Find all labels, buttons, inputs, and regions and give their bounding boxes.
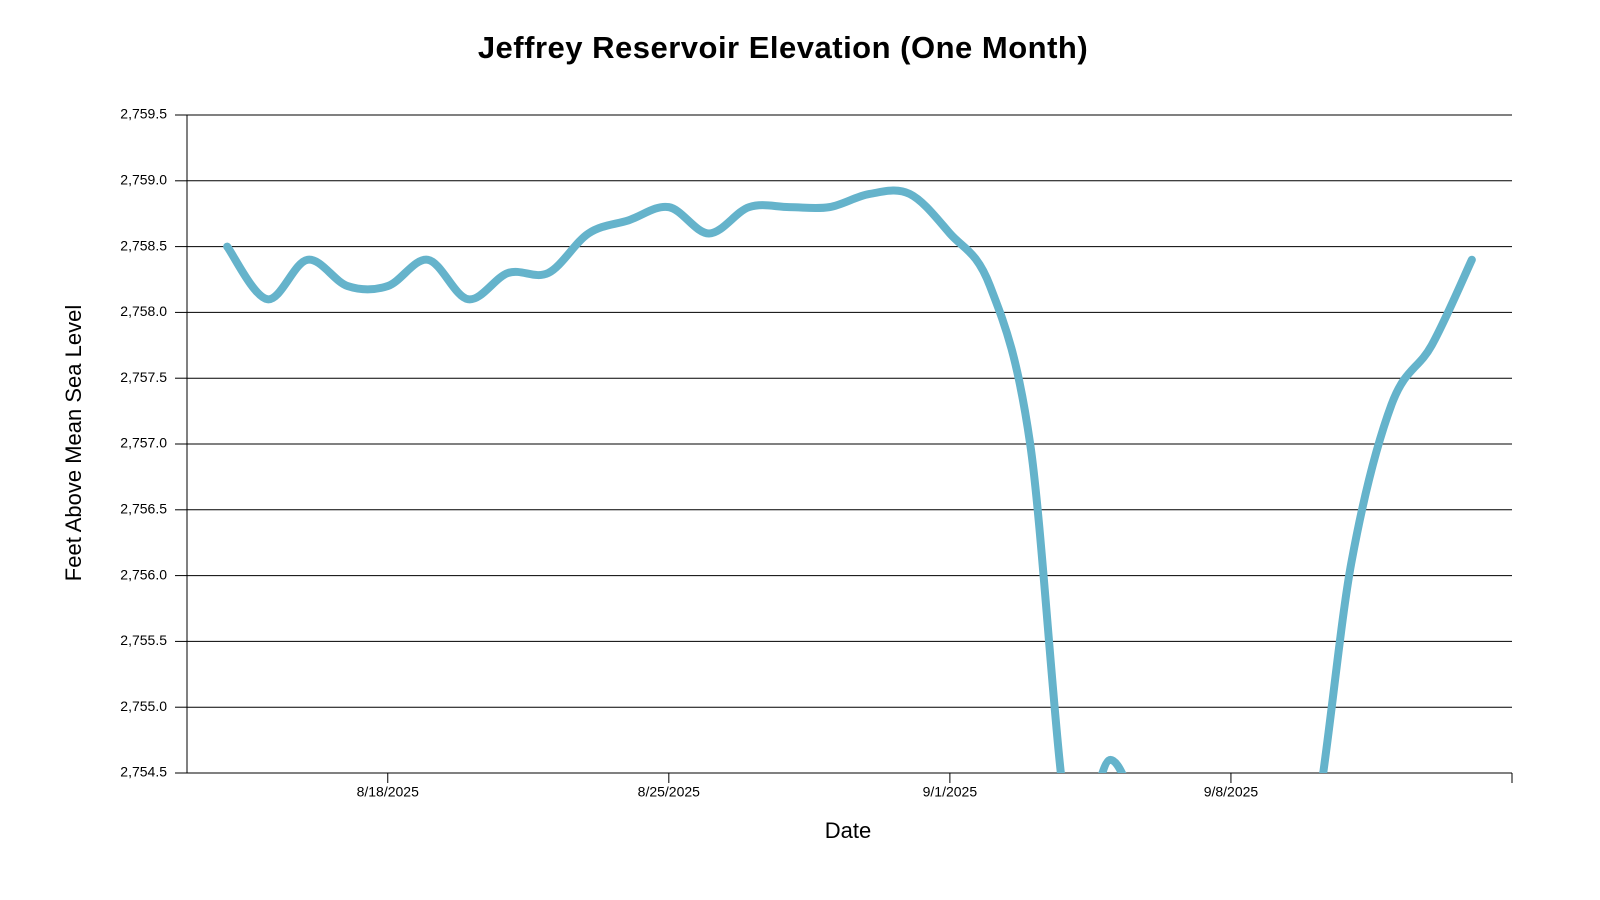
- y-tick-label: 2,755.5: [120, 632, 167, 648]
- y-tick-label: 2,759.5: [120, 106, 167, 122]
- y-tick-label: 2,758.5: [120, 237, 167, 253]
- x-tick-label: 9/1/2025: [923, 784, 978, 800]
- y-tick-label: 2,755.0: [120, 698, 167, 714]
- x-axis-label: Date: [825, 818, 871, 843]
- y-tick-label: 2,757.0: [120, 435, 167, 451]
- chart-title: Jeffrey Reservoir Elevation (One Month): [478, 30, 1088, 65]
- y-tick-label: 2,758.0: [120, 303, 167, 319]
- y-tick-label: 2,757.5: [120, 369, 167, 385]
- x-tick-label: 8/18/2025: [357, 784, 419, 800]
- x-tick-label: 8/25/2025: [638, 784, 700, 800]
- y-tick-label: 2,754.5: [120, 764, 167, 780]
- series-line: [223, 186, 1476, 773]
- x-tick-label: 9/8/2025: [1204, 784, 1259, 800]
- y-tick-label: 2,756.0: [120, 566, 167, 582]
- y-tick-label: 2,759.0: [120, 172, 167, 188]
- y-axis-label: Feet Above Mean Sea Level: [61, 305, 86, 581]
- y-tick-label: 2,756.5: [120, 501, 167, 517]
